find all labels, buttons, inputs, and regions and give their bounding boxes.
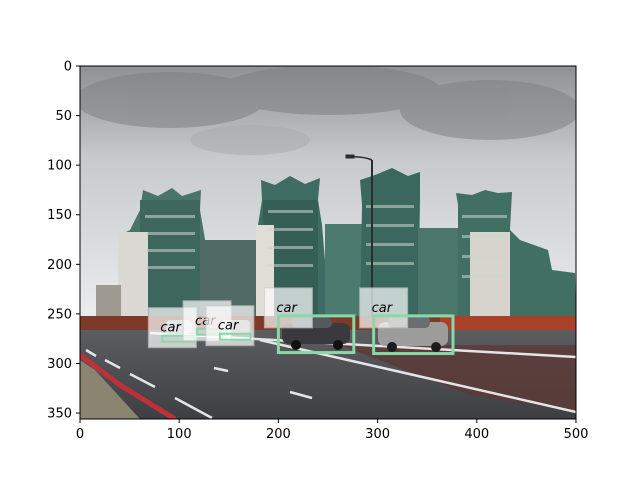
x-tick-label: 200 [266,427,291,442]
detection-label-bg [263,287,313,329]
detection-label: car [276,301,298,316]
x-axis: 0 100 200 300 400 500 [76,419,589,442]
x-tick-label: 300 [365,427,390,442]
y-tick-label: 350 [47,407,72,422]
y-tick-label: 100 [47,159,72,174]
y-tick-label: 200 [47,258,72,273]
clouds [80,66,576,155]
y-tick-label: 0 [64,60,72,75]
buildings [96,168,576,322]
x-tick-label: 400 [464,427,489,442]
detection-label-bg [359,287,409,329]
axes-frame [79,65,577,420]
detection-label: car [218,319,240,334]
red-kerb [80,353,177,419]
bus-lane [340,345,576,412]
detection-box [276,314,356,355]
detection-label: car [372,301,394,316]
detection-3: car [205,305,255,347]
y-tick-label: 150 [47,208,72,223]
x-tick-label: 100 [167,427,192,442]
x-tick-label: 0 [76,427,84,442]
detection-box [218,332,252,341]
detection-4: car [263,287,356,355]
y-tick-label: 300 [47,357,72,372]
detection-label: car [160,321,182,336]
x-tick-label: 500 [564,427,589,442]
pavement [80,360,140,419]
detection-5: car [359,287,455,356]
y-axis: 0 50 100 150 200 250 300 350 [47,60,80,422]
y-tick-label: 250 [47,307,72,322]
detection-box [372,314,455,356]
y-tick-label: 50 [55,109,72,124]
photo [80,66,576,419]
